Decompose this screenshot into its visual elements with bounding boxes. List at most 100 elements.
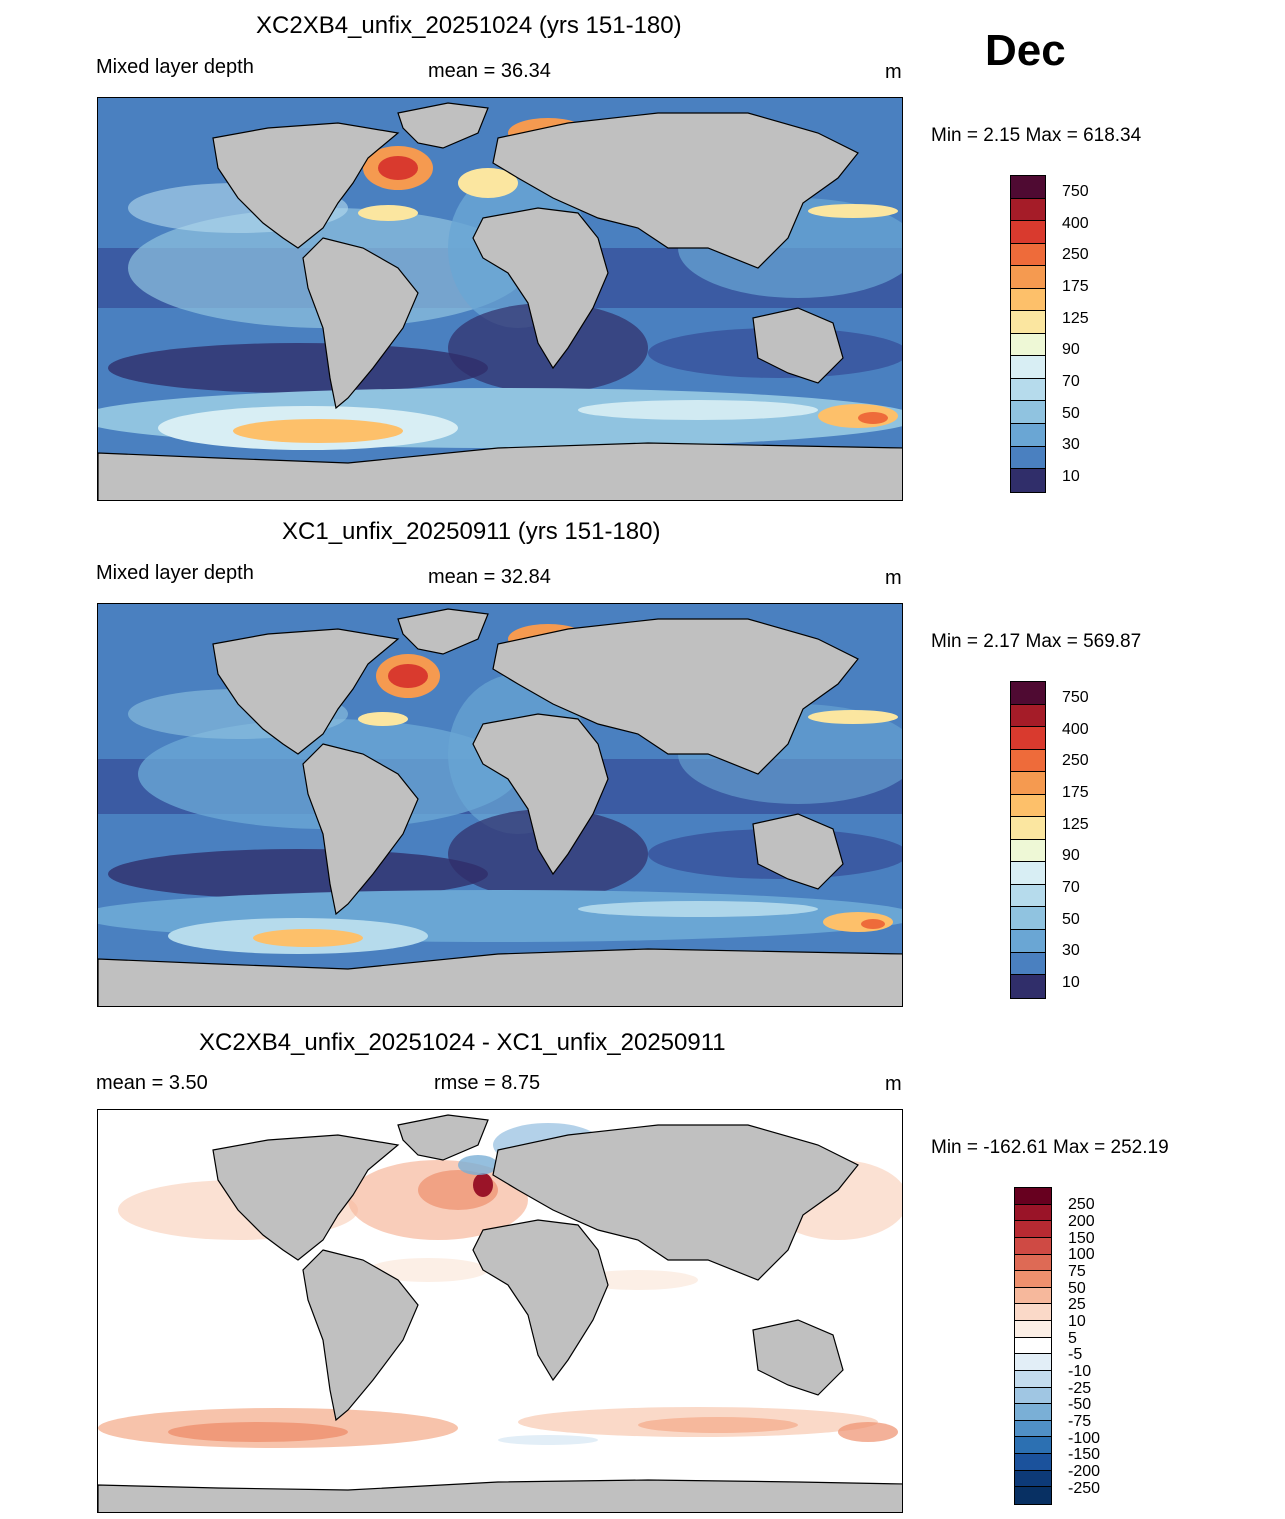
panel2-colorbar-bin [1011,975,1045,998]
panel3-colorbar-label: 200 [1068,1213,1095,1230]
panel1-colorbar-bin [1011,333,1045,357]
panel3-colorbar-bin [1015,1304,1051,1321]
panel2-mean: mean = 32.84 [428,566,551,588]
panel2-colorbar-bin [1011,704,1045,728]
panel2-colorbar-bin [1011,794,1045,818]
panel2-colorbar-label: 400 [1062,721,1089,738]
month-label: Dec [985,26,1066,75]
panel3-minmax: Min = -162.61 Max = 252.19 [931,1137,1169,1158]
panel1-variable-label: Mixed layer depth [96,56,254,78]
panel3-colorbar-label: -150 [1068,1446,1101,1463]
panel3-colorbar-bin [1015,1454,1051,1471]
panel1-colorbar-bin [1011,401,1045,425]
panel2-colorbar-bin [1011,727,1045,750]
panel3-colorbar-bin [1015,1354,1051,1371]
panel3-colorbar-label: -10 [1068,1363,1092,1380]
panel2-colorbar-label: 250 [1062,752,1089,769]
panel1-colorbar-bin [1011,266,1045,289]
panel3-map-svg [98,1110,902,1512]
panel2-colorbar-label: 90 [1062,847,1080,864]
panel2-minmax: Min = 2.17 Max = 569.87 [931,631,1142,652]
panel3-colorbar-bin [1015,1271,1051,1288]
panel1-colorbar-label: 30 [1062,436,1080,453]
panel3-colorbar-label: -200 [1068,1463,1101,1480]
panel3-colorbar-bin [1015,1404,1051,1421]
panel3-colorbar-label: -50 [1068,1396,1092,1413]
panel2-title: XC1_unfix_20250911 (yrs 151-180) [282,518,661,545]
panel3-rmse: rmse = 8.75 [434,1072,541,1094]
panel1-colorbar-label: 50 [1062,405,1080,422]
panel3-colorbar-label: -250 [1068,1480,1101,1497]
panel1-colorbar [1010,175,1046,493]
panel2-colorbar-bin [1011,817,1045,840]
panel1-mean: mean = 36.34 [428,60,551,82]
panel3-colorbar-label: 100 [1068,1246,1095,1263]
panel3-colorbar-bin [1015,1470,1051,1488]
panel1-minmax: Min = 2.15 Max = 618.34 [931,125,1142,146]
panel3-colorbar-label: 25 [1068,1296,1086,1313]
panel2-map [97,603,903,1007]
panel2-map-svg [98,604,902,1006]
panel3-colorbar-bin [1015,1188,1051,1205]
panel3-colorbar-label: -100 [1068,1430,1101,1447]
panel3-colorbar-label: 250 [1068,1196,1095,1213]
panel1-colorbar-bin [1011,198,1045,222]
panel3-colorbar-bin [1015,1287,1051,1305]
panel3-colorbar-bin [1015,1321,1051,1338]
panel2-colorbar-label: 30 [1062,942,1080,959]
panel2-colorbar-bin [1011,682,1045,705]
panel3-colorbar-bin [1015,1437,1051,1454]
panel3-colorbar-bin [1015,1204,1051,1222]
panel2-unit: m [885,567,902,589]
panel1-colorbar-bin [1011,221,1045,244]
panel1-colorbar-bin [1011,356,1045,379]
panel1-map-svg [98,98,902,500]
panel2-colorbar-bin [1011,907,1045,931]
panel3-colorbar-label: 75 [1068,1263,1086,1280]
panel2-colorbar-bin [1011,862,1045,885]
panel1-title: XC2XB4_unfix_20251024 (yrs 151-180) [256,12,682,39]
panel3-colorbar-label: -5 [1068,1346,1083,1363]
panel1-colorbar-label: 90 [1062,341,1080,358]
panel2-colorbar-bin [1011,839,1045,863]
panel3-colorbar-bin [1015,1387,1051,1405]
panel2-colorbar-bin [1011,772,1045,795]
panel2-colorbar-bin [1011,952,1045,976]
panel1-colorbar-bin [1011,288,1045,312]
panel1-colorbar-label: 400 [1062,215,1089,232]
panel3-colorbar-label: -75 [1068,1413,1092,1430]
panel2-colorbar-label: 10 [1062,974,1080,991]
panel1-colorbar-label: 250 [1062,246,1089,263]
panel3-colorbar [1014,1187,1052,1505]
panel1-colorbar-bin [1011,378,1045,402]
panel2-variable-label: Mixed layer depth [96,562,254,584]
panel1-map [97,97,903,501]
panel1-colorbar-label: 10 [1062,468,1080,485]
panel2-colorbar [1010,681,1046,999]
panel1-colorbar-label: 750 [1062,183,1089,200]
panel2-colorbar-label: 750 [1062,689,1089,706]
panel3-mean: mean = 3.50 [96,1072,208,1094]
panel3-colorbar-bin [1015,1254,1051,1272]
panel3-colorbar-bin [1015,1237,1051,1255]
panel1-colorbar-bin [1011,243,1045,267]
panel3-colorbar-label: 10 [1068,1313,1086,1330]
panel3-colorbar-label: 50 [1068,1280,1086,1297]
panel3-colorbar-label: 5 [1068,1330,1077,1347]
panel2-colorbar-bin [1011,930,1045,953]
panel3-colorbar-bin [1015,1370,1051,1388]
panel3-colorbar-label: -25 [1068,1380,1092,1397]
panel3-unit: m [885,1073,902,1095]
panel2-colorbar-label: 125 [1062,816,1089,833]
panel1-colorbar-label: 70 [1062,373,1080,390]
panel1-colorbar-bin [1011,311,1045,334]
panel3-colorbar-bin [1015,1337,1051,1355]
panel3-map [97,1109,903,1513]
panel1-colorbar-label: 175 [1062,278,1089,295]
panel2-colorbar-label: 175 [1062,784,1089,801]
panel1-colorbar-bin [1011,469,1045,492]
panel2-colorbar-label: 70 [1062,879,1080,896]
panel1-unit: m [885,61,902,83]
panel1-colorbar-label: 125 [1062,310,1089,327]
panel2-colorbar-bin [1011,749,1045,773]
